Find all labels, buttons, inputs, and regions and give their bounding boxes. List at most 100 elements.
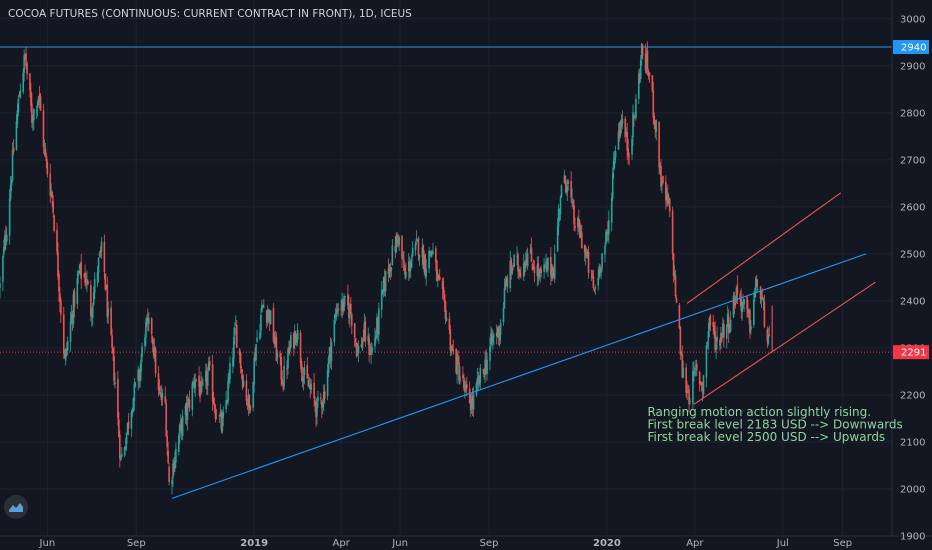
candle-body [394, 245, 397, 252]
candle-body [290, 335, 292, 348]
candle-body [202, 382, 204, 384]
candle-body [563, 175, 566, 184]
candle-body [219, 412, 222, 414]
candle-body [545, 261, 547, 264]
candle-body [178, 424, 181, 438]
candle-body [753, 291, 756, 298]
candle-body [567, 181, 570, 184]
candle-body [686, 391, 688, 393]
candle-body [469, 402, 472, 411]
trendlines[interactable] [171, 192, 876, 499]
candle-body [450, 349, 453, 353]
candle-body [90, 285, 92, 317]
long-term-support-trendline[interactable] [171, 253, 867, 499]
candle-body [634, 117, 636, 119]
candle-body [539, 268, 542, 273]
candle-body [4, 236, 6, 250]
candle-body [154, 348, 157, 374]
candle-body [98, 253, 101, 256]
candle-body [215, 418, 218, 420]
candle-body [626, 132, 629, 151]
annotation-line: Ranging motion action slightly rising. [647, 405, 871, 419]
candle-body [255, 344, 257, 360]
candle-body [86, 279, 88, 284]
candle-body [570, 180, 572, 198]
candle-body [242, 380, 245, 387]
candle-body [672, 253, 675, 277]
price-axis[interactable] [892, 0, 932, 536]
candle-body [302, 378, 305, 383]
candle-body [180, 418, 183, 434]
candle-body [486, 359, 488, 375]
candle-body [286, 368, 288, 370]
channel-upper-trendline[interactable] [686, 192, 842, 304]
candle-body [12, 147, 15, 152]
channel-lower-trendline[interactable] [693, 281, 876, 405]
candle-body [371, 347, 373, 353]
candle-body [106, 284, 109, 318]
candle-body [398, 236, 400, 246]
candle-body [300, 360, 303, 373]
candle-body [482, 369, 485, 371]
candle-body [662, 175, 664, 184]
candle-body [276, 352, 279, 359]
candle-body [608, 219, 610, 235]
candle-body [512, 265, 514, 266]
candle-body [600, 268, 602, 274]
candle-body [220, 412, 223, 429]
candle-body [529, 249, 532, 254]
candle-body [742, 302, 744, 306]
candle-body [423, 257, 426, 272]
annotation-text[interactable]: Ranging motion action slightly rising.Fi… [647, 405, 902, 444]
candle-body [117, 378, 119, 418]
candle-body [592, 276, 595, 288]
candle-body [0, 283, 1, 289]
y-tick-label: 1900 [900, 532, 925, 543]
candle-body [252, 381, 255, 409]
candle-body [214, 408, 217, 419]
candle-body [57, 251, 59, 277]
candle-body [229, 363, 231, 379]
candle-body [127, 421, 130, 429]
candle-body [414, 242, 417, 251]
candle-body [424, 254, 427, 274]
candle-body [547, 257, 549, 270]
candle-body [558, 210, 561, 212]
candle-body [402, 258, 404, 260]
candle-body [524, 260, 527, 269]
candle-body [62, 314, 65, 354]
candle-body [266, 313, 269, 321]
candle-body [640, 43, 643, 59]
candle-body [620, 122, 623, 126]
candle-body [584, 252, 587, 256]
candle-body [96, 272, 99, 282]
candle-body [713, 325, 715, 332]
candle-body [645, 53, 648, 73]
candle-body [546, 261, 548, 272]
candle-body [470, 398, 473, 410]
candle-body [79, 263, 82, 269]
candle-body [192, 382, 195, 385]
candle-body [484, 359, 486, 375]
tradingview-logo-icon[interactable] [4, 495, 28, 519]
candle-body [761, 296, 764, 300]
candle-body [763, 302, 766, 327]
chart-title: COCOA FUTURES (CONTINUOUS: CURRENT CONTR… [8, 8, 412, 20]
candle-body [131, 411, 134, 414]
candle-body [295, 338, 298, 343]
candle-body [506, 277, 509, 288]
candle-body [768, 334, 771, 336]
candle-body [586, 252, 589, 258]
time-axis[interactable] [0, 536, 932, 550]
candle-body [605, 231, 607, 243]
y-tick-label: 2100 [900, 437, 925, 448]
candle-body [516, 256, 518, 257]
candle-body [369, 353, 371, 355]
candle-body [25, 53, 27, 67]
candle-body [591, 273, 594, 278]
candle-body [191, 383, 194, 410]
candle-body [746, 296, 748, 310]
candle-body [293, 330, 296, 346]
